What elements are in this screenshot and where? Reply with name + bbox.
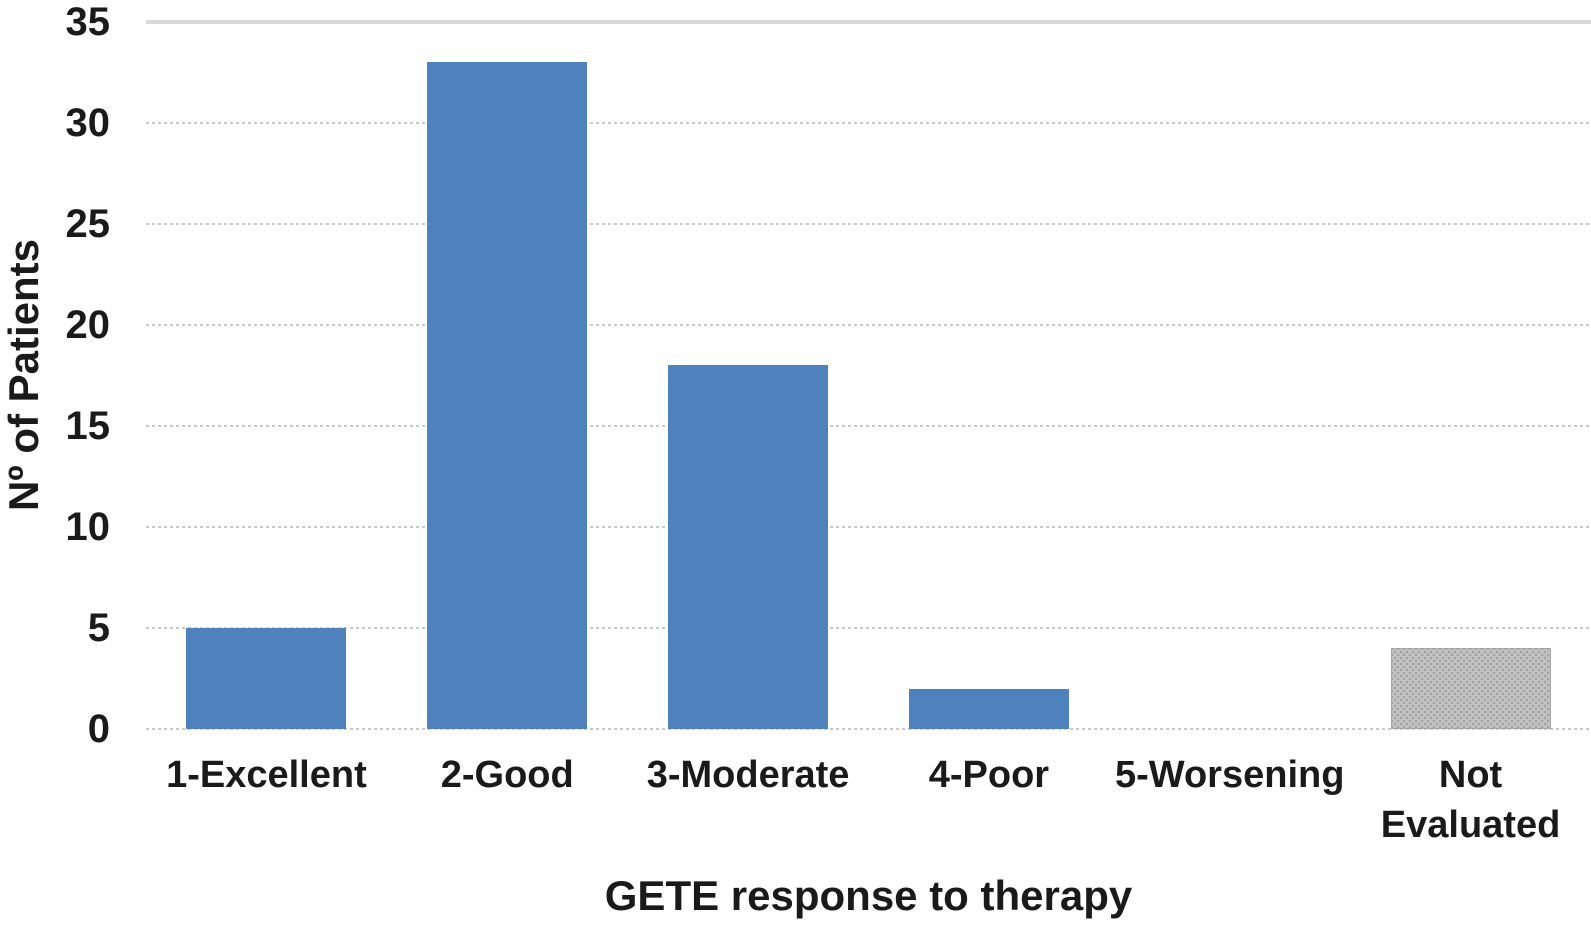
gridline-10 [146,526,1591,528]
x-tick-label-5-worsening: 5-Worsening [1109,750,1350,850]
gridline-30 [146,122,1591,124]
x-tick-label-line: 3-Moderate [646,754,850,796]
x-tick-label-line: 4-Poor [928,754,1050,796]
x-tick-label-line: Not [1438,754,1503,796]
x-tick-label-3-moderate: 3-Moderate [628,750,869,850]
gridline-20 [146,324,1591,326]
y-axis-title: Nº of Patients [0,238,47,512]
bar-1-excellent [186,628,347,729]
x-tick-label-4-poor: 4-Poor [868,750,1109,850]
y-tick-label-15: 15 [65,404,111,448]
x-axis-category-labels: 1-Excellent 2-Good 3-Moderate 4-Poor 5-Worse… [146,750,1591,850]
y-tick-label-5: 5 [87,606,110,650]
y-tick-label-20: 20 [65,303,111,347]
y-tick-label-25: 25 [65,202,111,246]
plot-area [146,20,1591,730]
bar-not-evaluated [1390,648,1551,729]
x-tick-label-line: 2-Good [440,754,574,796]
y-tick-label-10: 10 [65,505,111,549]
gridline-5 [146,627,1591,629]
bar-2-good [427,62,588,729]
gridline-35 [146,20,1591,24]
bar-4-poor [908,688,1069,729]
x-tick-label-2-good: 2-Good [387,750,628,850]
y-tick-label-35: 35 [65,0,111,44]
y-tick-label-0: 0 [87,707,110,751]
x-tick-label-line: 5-Worsening [1115,754,1345,796]
gridline-15 [146,425,1591,427]
x-tick-label-line: 1-Excellent [166,754,367,796]
gridline-25 [146,223,1591,225]
bar-3-moderate [668,365,829,729]
x-tick-label-not-evaluated: Not Evaluated [1350,750,1591,850]
gridline-0 [146,728,1591,730]
x-tick-label-1-excellent: 1-Excellent [146,750,387,850]
x-axis-title: GETE response to therapy [604,872,1133,919]
x-tick-label-line: Evaluated [1380,804,1561,846]
y-tick-label-30: 30 [65,101,111,145]
